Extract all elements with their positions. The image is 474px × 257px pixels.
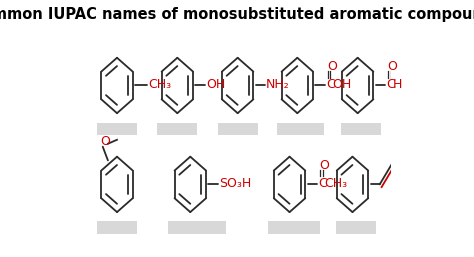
FancyBboxPatch shape bbox=[97, 123, 137, 135]
Text: OH: OH bbox=[206, 78, 225, 91]
Text: CH₃: CH₃ bbox=[148, 78, 171, 91]
Text: SO₃H: SO₃H bbox=[219, 177, 251, 190]
Text: O: O bbox=[327, 60, 337, 73]
FancyBboxPatch shape bbox=[157, 123, 198, 135]
FancyBboxPatch shape bbox=[218, 123, 258, 135]
Text: O: O bbox=[387, 60, 397, 73]
FancyBboxPatch shape bbox=[277, 123, 324, 135]
Text: Common IUPAC names of monosubstituted aromatic compounds: Common IUPAC names of monosubstituted ar… bbox=[0, 7, 474, 22]
FancyBboxPatch shape bbox=[268, 222, 320, 234]
Text: CH₃: CH₃ bbox=[325, 177, 348, 190]
FancyBboxPatch shape bbox=[336, 222, 376, 234]
Text: H: H bbox=[392, 78, 402, 91]
Text: OH: OH bbox=[332, 78, 352, 91]
FancyBboxPatch shape bbox=[168, 222, 226, 234]
Text: C: C bbox=[318, 177, 327, 190]
Text: O: O bbox=[319, 159, 329, 172]
Text: C: C bbox=[386, 78, 395, 91]
Text: C: C bbox=[326, 78, 335, 91]
FancyBboxPatch shape bbox=[341, 123, 381, 135]
Text: O: O bbox=[100, 135, 110, 148]
Text: NH₂: NH₂ bbox=[266, 78, 290, 91]
FancyBboxPatch shape bbox=[97, 222, 137, 234]
